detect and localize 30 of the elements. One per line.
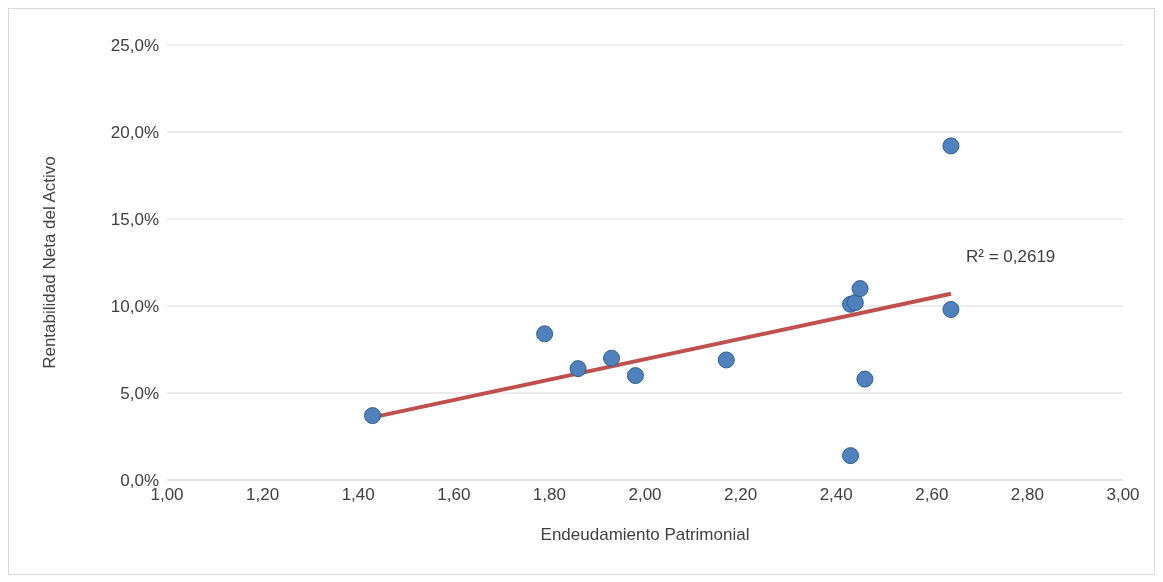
x-tick-label: 2,80 — [1010, 485, 1044, 505]
x-tick-label: 2,00 — [628, 485, 662, 505]
y-axis-title: Rentabilidad Neta del Activo — [40, 156, 60, 369]
y-tick-label: 15,0% — [110, 210, 159, 230]
point — [856, 370, 874, 388]
point — [851, 280, 869, 298]
y-tick-label: 10,0% — [110, 297, 159, 317]
point — [569, 360, 587, 378]
annotation: R² = 0,2619 — [966, 247, 1056, 267]
point — [846, 294, 864, 312]
point — [536, 325, 554, 343]
x-tick-label: 2,40 — [819, 485, 853, 505]
point — [942, 137, 960, 155]
x-tick-label: 1,20 — [246, 485, 280, 505]
point — [942, 300, 960, 318]
point — [626, 367, 644, 385]
x-tick-label: 2,20 — [724, 485, 758, 505]
x-tick-label: 1,40 — [341, 485, 375, 505]
point — [842, 447, 860, 465]
y-tick-label: 25,0% — [110, 36, 159, 56]
x-tick-label: 1,80 — [532, 485, 566, 505]
x-tick-label: 2,60 — [915, 485, 949, 505]
y-tick-label: 5,0% — [120, 384, 159, 404]
point — [603, 349, 621, 367]
point — [717, 351, 735, 369]
x-axis-title: Endeudamiento Patrimonial — [540, 525, 750, 544]
x-tick-label: 1,60 — [437, 485, 471, 505]
x-tick-label: 3,00 — [1106, 485, 1140, 505]
y-tick-label: 20,0% — [110, 123, 159, 143]
point — [364, 407, 382, 425]
